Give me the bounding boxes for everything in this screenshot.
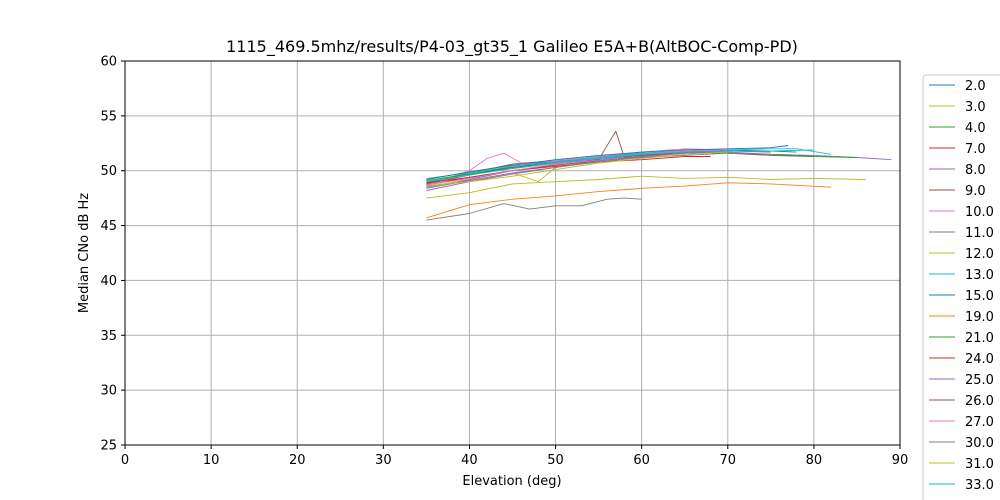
legend-label: 25.0 — [965, 373, 994, 388]
x-tick-label: 30 — [375, 453, 392, 468]
x-tick-label: 40 — [461, 453, 478, 468]
tick-layer: 0 10 20 30 40 50 60 70 80 90 25 30 35 40 45 50 55 60 — [100, 55, 908, 469]
series-line-30-0 — [426, 152, 771, 189]
plot-frame — [124, 60, 901, 446]
x-tick-label: 80 — [806, 453, 823, 468]
series-line-11-0 — [426, 197, 642, 221]
legend-label: 33.0 — [965, 478, 994, 493]
series-line-33-0 — [426, 149, 814, 183]
grid-layer — [124, 60, 901, 446]
legend: 2.0 3.0 4.0 7.0 8.0 9.0 10.0 11.0 12.0 13.0 15.0 19… — [922, 74, 1000, 500]
chart-title: 1115_469.5mhz/results/P4-03_gt35_1 Galil… — [226, 37, 798, 57]
x-axis-label: Elevation (deg) — [462, 474, 561, 489]
x-tick-label: 20 — [289, 453, 306, 468]
x-tick-label: 10 — [203, 453, 220, 468]
legend-label: 11.0 — [965, 226, 994, 241]
series-line-13-0 — [426, 148, 832, 179]
series-line-27-0 — [426, 149, 728, 186]
legend-items: 2.0 3.0 4.0 7.0 8.0 9.0 10.0 11.0 12.0 13.0 15.0 19… — [929, 79, 994, 493]
x-tick-label: 0 — [121, 453, 129, 468]
series-line-2-0 — [426, 149, 797, 183]
legend-label: 10.0 — [965, 205, 994, 220]
legend-label: 3.0 — [965, 100, 986, 115]
series-line-19-0 — [426, 182, 832, 219]
legend-label: 26.0 — [965, 394, 994, 409]
y-tick-label: 35 — [100, 329, 117, 344]
series-line-3-0 — [426, 175, 866, 199]
y-tick-label: 60 — [100, 55, 117, 70]
y-tick-label: 30 — [100, 384, 117, 399]
legend-label: 27.0 — [965, 415, 994, 430]
x-tick-label: 50 — [547, 453, 564, 468]
y-tick-label: 40 — [100, 274, 117, 289]
legend-frame — [922, 74, 1000, 500]
series-line-31-0 — [426, 151, 728, 187]
y-axis-label: Median CNo dB Hz — [77, 193, 92, 313]
x-tick-label: 90 — [892, 453, 909, 468]
legend-label: 24.0 — [965, 352, 994, 367]
series-line-15-0 — [426, 145, 789, 180]
y-tick-label: 55 — [100, 109, 117, 124]
legend-label: 21.0 — [965, 331, 994, 346]
legend-label: 30.0 — [965, 436, 994, 451]
y-tick-label: 25 — [100, 439, 117, 454]
legend-label: 2.0 — [965, 79, 986, 94]
legend-label: 8.0 — [965, 163, 986, 178]
y-tick-label: 50 — [100, 164, 117, 179]
legend-label: 31.0 — [965, 457, 994, 472]
x-tick-label: 60 — [633, 453, 650, 468]
legend-label: 4.0 — [965, 121, 986, 136]
legend-label: 15.0 — [965, 289, 994, 304]
y-tick-label: 45 — [100, 219, 117, 234]
legend-label: 13.0 — [965, 268, 994, 283]
legend-label: 12.0 — [965, 247, 994, 262]
x-tick-label: 70 — [720, 453, 737, 468]
series-layer — [426, 130, 892, 221]
legend-label: 19.0 — [965, 310, 994, 325]
legend-label: 9.0 — [965, 184, 986, 199]
legend-label: 7.0 — [965, 142, 986, 157]
